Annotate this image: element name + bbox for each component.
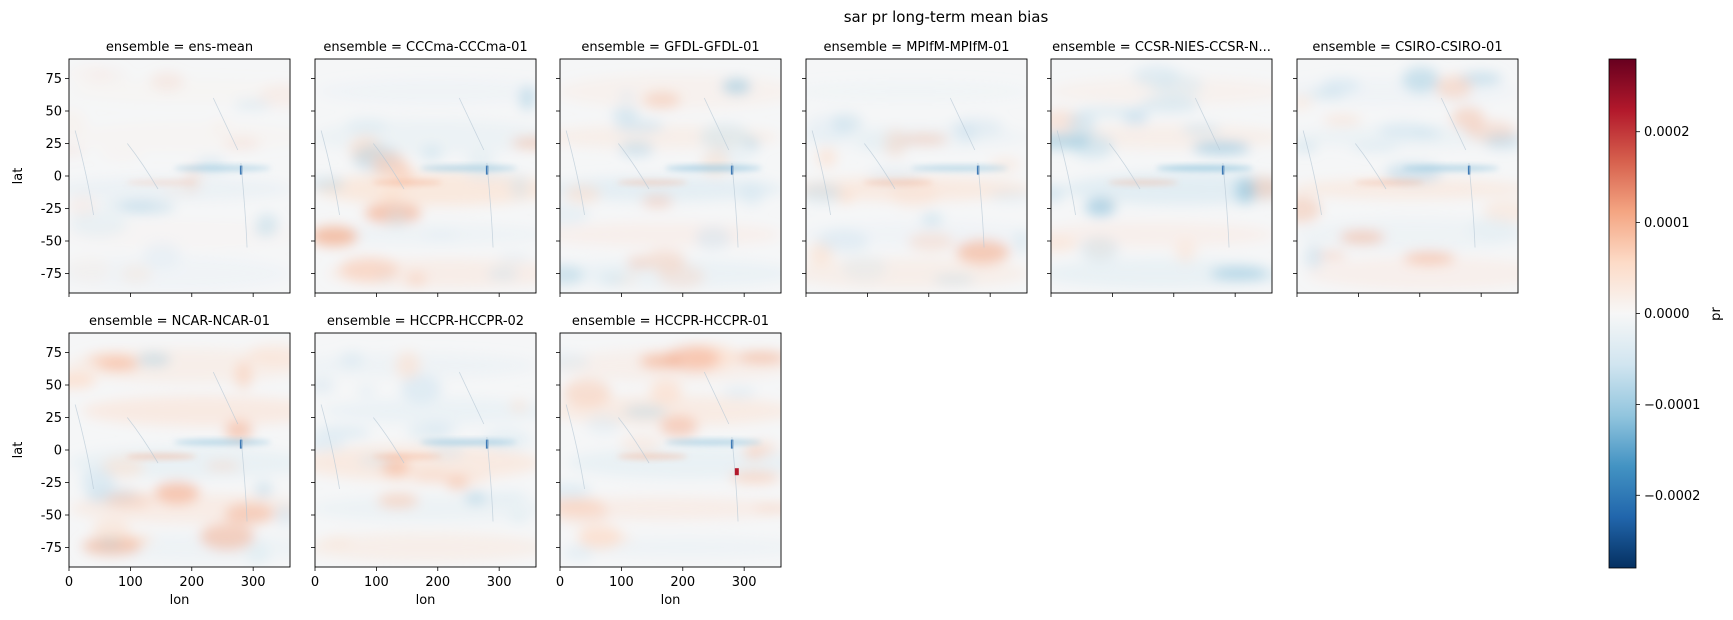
y-tick-label: 50 [45,379,62,394]
x-tick-label: 0 [556,575,564,590]
y-tick-label: -25 [41,476,62,491]
colorbar-label: pr [1709,307,1724,321]
colorbar-tick-label: 0.0002 [1644,125,1690,140]
x-tick-label: 300 [487,575,512,590]
x-tick-label: 200 [425,575,450,590]
panel-4: ensemble = MPIfM-MPIfM-01 [802,40,1028,297]
y-tick-label: -50 [41,509,62,524]
panel-title: ensemble = ens-mean [106,40,253,55]
figure-title: sar pr long-term mean bias [844,8,1049,26]
panel-title: ensemble = HCCPR-HCCPR-01 [572,314,769,329]
panel-title: ensemble = NCAR-NCAR-01 [89,314,270,329]
y-tick-label: 0 [54,444,62,459]
panel-title: ensemble = CSIRO-CSIRO-01 [1312,40,1502,55]
y-axis-label: lat [11,168,26,185]
colorbar-tick-label: −0.0002 [1644,489,1700,504]
y-tick-label: 25 [45,411,62,426]
heatmap-field [315,351,536,563]
x-tick-label: 100 [118,575,143,590]
panel-9: ensemble = HCCPR-HCCPR-01 0 100 200 300 lon [556,314,782,608]
colorbar-tick-label: 0.0001 [1644,216,1690,231]
heatmap-field [1051,65,1272,289]
x-tick-label: 200 [179,575,204,590]
panel-2: ensemble = CCCma-CCCma-01 [311,40,537,297]
heatmap-field [560,344,781,561]
x-tick-label: 300 [241,575,266,590]
heatmap-field [1297,66,1518,290]
y-tick-label: 75 [45,346,62,361]
x-tick-label: 0 [311,575,319,590]
y-tick-label: 50 [45,105,62,120]
panel-8: ensemble = HCCPR-HCCPR-02 0 100 200 300 lon [311,314,537,608]
colorbar-ticks: 0.0002 0.0001 0.0000 −0.0001 −0.0002 [1636,125,1700,504]
panel-title: ensemble = CCCma-CCCma-01 [323,40,527,55]
x-tick-label: 0 [65,575,73,590]
y-tick-label: 75 [45,72,62,87]
colorbar-tick-label: −0.0001 [1644,398,1700,413]
x-axis-label: lon [170,593,190,608]
y-axis-label: lat [11,442,26,459]
panel-title: ensemble = GFDL-GFDL-01 [581,40,759,55]
heatmap-field [560,73,781,289]
x-tick-label: 200 [670,575,695,590]
y-tick-label: 0 [54,170,62,185]
panel-6: ensemble = CSIRO-CSIRO-01 [1293,40,1519,297]
y-tick-label: 25 [45,137,62,152]
y-tick-label: -25 [41,202,62,217]
panel-title: ensemble = MPIfM-MPIfM-01 [824,40,1010,55]
panels: ensemble = ens-mean7550250-25-50-75laten… [11,40,1519,608]
x-axis-label: lon [416,593,436,608]
x-tick-label: 300 [732,575,757,590]
heatmap-field [806,80,1027,289]
y-tick-label: -50 [41,235,62,250]
panel-7: ensemble = NCAR-NCAR-01 75 50 25 0 -25 -50 -75 l… [11,314,291,608]
x-axis-label: lon [661,593,681,608]
heatmap-field [69,65,290,291]
panel-1: ensemble = ens-mean 75 50 25 0 -25 -50 -75 lat [11,40,291,297]
y-tick-label: -75 [41,267,62,282]
panel-3: ensemble = GFDL-GFDL-01 [556,40,782,297]
y-tick-label: -75 [41,541,62,556]
heatmap-field [315,78,536,288]
colorbar-tick-label: 0.0000 [1644,307,1690,322]
colorbar: 0.0002 0.0001 0.0000 −0.0001 −0.0002 pr [1608,58,1724,569]
x-tick-label: 100 [364,575,389,590]
x-tick-label: 100 [609,575,634,590]
panel-title: ensemble = HCCPR-HCCPR-02 [327,314,524,329]
panel-title: ensemble = CCSR-NIES-CCSR-N... [1052,40,1271,55]
heatmap-field [69,343,290,566]
panel-5: ensemble = CCSR-NIES-CCSR-N... [1047,40,1273,297]
colorbar-gradient [1608,58,1637,569]
